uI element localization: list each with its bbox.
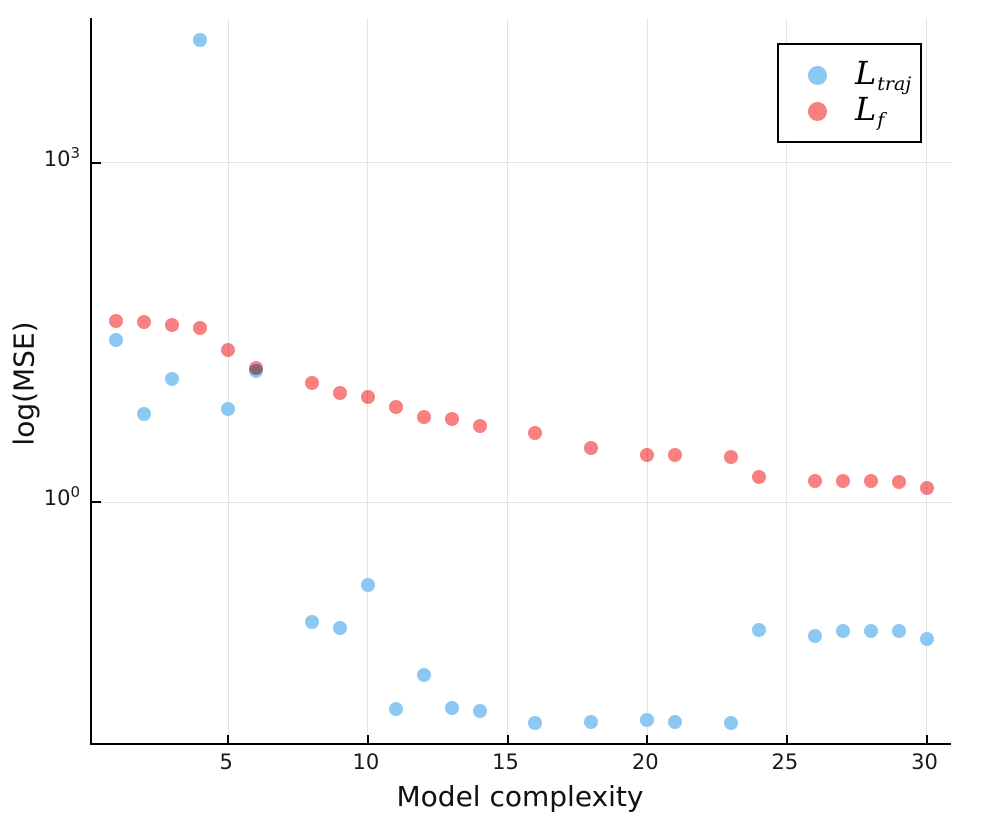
point-L_traj-x23: [724, 716, 738, 731]
point-L_traj-x4: [193, 32, 208, 47]
point-L_traj-x12: [416, 667, 431, 682]
point-L_traj-x2: [137, 407, 152, 422]
point-L_f-x23: [724, 450, 738, 465]
point-L_f-x18: [584, 441, 599, 456]
x-tick-label-25: 25: [771, 750, 799, 774]
point-L_f-x10: [360, 389, 375, 404]
point-L_traj-x18: [584, 715, 599, 730]
y-axis-label: log(MSE): [7, 321, 41, 446]
point-L_f-x24: [751, 470, 766, 485]
y-gridline-1e3: [92, 162, 951, 164]
point-L_f-x5: [221, 343, 236, 358]
point-L_traj-x10: [360, 578, 375, 593]
x-tick-10: [366, 735, 369, 743]
point-L_traj-x27: [835, 624, 850, 639]
y-tick-label-1e3: 103: [43, 143, 80, 171]
x-gridline-15: [507, 18, 509, 743]
x-tick-15: [506, 735, 509, 743]
point-L_f-x1: [109, 314, 124, 329]
point-L_traj-x11: [388, 701, 403, 716]
legend-entry-lf: Lf: [779, 93, 920, 129]
point-L_f-x14: [472, 419, 487, 434]
point-L_f-x28: [863, 474, 878, 489]
x-gridline-25: [786, 18, 788, 743]
legend-label-ltraj: Ltraj: [855, 53, 912, 95]
y-tick-1e0: [92, 501, 101, 504]
x-tick-25: [785, 735, 788, 743]
y-tick-1e3: [92, 161, 101, 164]
point-L_traj-x13: [444, 700, 459, 715]
point-L_f-x12: [416, 410, 431, 425]
point-L_traj-x1: [109, 333, 124, 348]
point-L_f-x21: [668, 448, 683, 463]
point-L_traj-x21: [668, 715, 683, 730]
x-tick-label-30: 30: [911, 750, 938, 774]
x-gridline-30: [926, 18, 928, 743]
x-tick-label-15: 15: [492, 750, 519, 774]
point-L_f-x29: [891, 475, 906, 490]
x-tick-30: [925, 735, 928, 743]
lf-marker-icon: [808, 101, 827, 121]
point-L_traj-x8: [304, 615, 319, 630]
x-tick-label-20: 20: [631, 750, 659, 774]
point-L_traj-x26: [807, 628, 822, 643]
point-L_f-x30: [919, 481, 934, 496]
y-gridline-1e0: [92, 501, 951, 503]
x-axis-label: Model complexity: [396, 780, 644, 813]
point-L_traj-x28: [863, 624, 878, 639]
x-gridline-20: [646, 18, 648, 743]
point-L_f-x9: [332, 386, 347, 401]
point-L_traj-x20: [640, 713, 655, 728]
x-tick-5: [227, 735, 230, 743]
point-L_traj-x16: [528, 715, 543, 730]
x-tick-20: [646, 735, 649, 743]
legend-entry-ltraj: Ltraj: [779, 57, 920, 93]
point-L_f-x16: [528, 425, 543, 440]
legend-label-lf: Lf: [855, 89, 885, 131]
legend: Ltraj Lf: [777, 43, 922, 143]
x-gridline-10: [367, 18, 369, 743]
point-L_f-x27: [835, 474, 850, 489]
point-L_traj-x30: [919, 631, 934, 646]
point-L_f-x26: [807, 474, 822, 489]
ltraj-marker-icon: [808, 65, 827, 85]
point-L_traj-x9: [332, 621, 347, 636]
point-L_f-x3: [165, 318, 180, 333]
point-L_traj-x29: [891, 623, 906, 638]
x-tick-label-5: 5: [219, 750, 233, 774]
point-L_traj-x14: [472, 703, 487, 718]
x-tick-label-10: 10: [352, 750, 380, 774]
point-L_f-x11: [388, 399, 403, 414]
point-L_f-x4: [193, 321, 208, 336]
point-L_f-x2: [137, 315, 152, 330]
point-L_traj-x3: [165, 372, 180, 387]
point-L_traj-x5: [221, 402, 236, 417]
y-tick-label-1e0: 100: [43, 483, 80, 511]
x-gridline-5: [227, 18, 229, 743]
point-L_f-x20: [640, 448, 655, 463]
point-L_traj-x24: [751, 623, 766, 638]
point-L_f-x13: [444, 412, 459, 427]
point-L_f-x6: [249, 361, 264, 376]
point-L_f-x8: [304, 376, 319, 391]
plot-area: [90, 18, 951, 745]
